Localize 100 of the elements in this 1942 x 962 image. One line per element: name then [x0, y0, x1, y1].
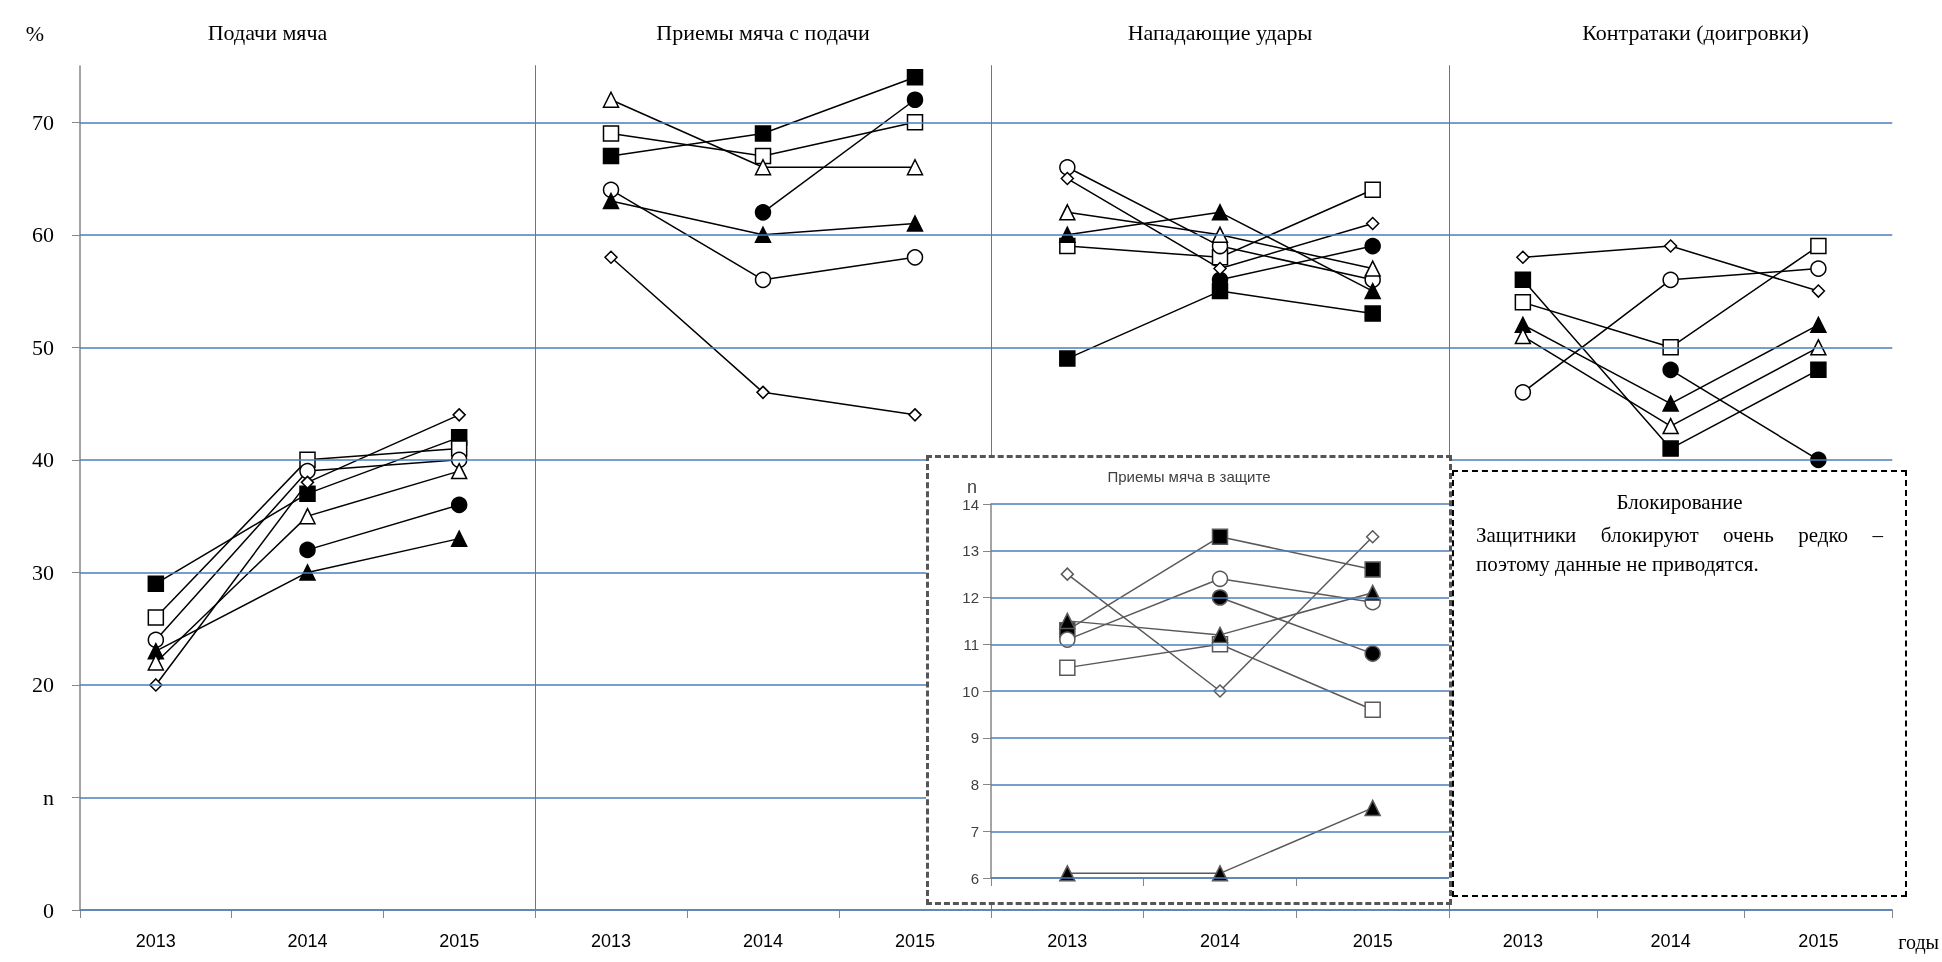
point [147, 654, 165, 671]
chart-title: Приемы мяча с подачи [656, 19, 870, 45]
point [1059, 659, 1076, 676]
point [1059, 631, 1076, 648]
point [1810, 339, 1827, 356]
point [906, 69, 924, 86]
y-tick-label: 7 [970, 822, 979, 840]
point [1810, 361, 1827, 379]
point [906, 249, 924, 266]
point [450, 462, 468, 480]
x-tick-label: 2013 [1502, 931, 1543, 951]
point [1211, 626, 1229, 644]
point [602, 181, 620, 199]
point [450, 530, 468, 547]
point [1514, 271, 1532, 289]
point [906, 215, 924, 232]
point [908, 408, 922, 422]
y-tick-label: n [43, 784, 54, 810]
point [299, 462, 316, 480]
point [1211, 528, 1229, 545]
point [1059, 226, 1076, 244]
point [1516, 250, 1530, 265]
point [604, 250, 618, 265]
point [754, 159, 772, 176]
chart-title: Приемы мяча в защите [1107, 468, 1271, 485]
y-tick-label: 8 [970, 776, 979, 793]
y-tick-label: 0 [43, 897, 54, 923]
point [1364, 260, 1381, 277]
x-tick-label: 2015 [894, 931, 936, 951]
point [452, 408, 466, 422]
point [1662, 440, 1679, 457]
point [1365, 216, 1380, 231]
point [1060, 567, 1075, 581]
point [1211, 204, 1229, 221]
x-tick-label: 2015 [1352, 931, 1393, 951]
x-tick-label: 2014 [742, 931, 784, 951]
y-tick-label: 12 [962, 589, 979, 606]
point [1662, 339, 1679, 356]
chart-title: Подачи мяча [207, 19, 328, 45]
y-tick-label: 10 [962, 682, 979, 700]
point [1364, 799, 1381, 817]
point [1364, 237, 1381, 255]
point [1211, 865, 1229, 882]
x-tick-label: 2014 [287, 931, 328, 951]
y-tick-label: 50 [32, 334, 54, 360]
point [1811, 284, 1826, 298]
point [1365, 529, 1380, 544]
x-tick-label: 2014 [1650, 931, 1691, 951]
y-tick-label: 11 [963, 635, 979, 653]
point [756, 385, 770, 400]
point [1364, 305, 1381, 322]
point [300, 475, 315, 490]
point [1059, 204, 1076, 221]
point [147, 631, 165, 649]
y-axis-title: % [25, 20, 44, 46]
point [1663, 239, 1678, 253]
point [1810, 260, 1827, 277]
point [602, 192, 620, 210]
y-tick-label: 70 [32, 109, 54, 135]
point [602, 125, 620, 142]
x-tick-label: 2015 [439, 931, 480, 951]
y-tick-label: 14 [962, 495, 979, 513]
point [1662, 417, 1679, 435]
y-tick-label: 40 [32, 447, 54, 473]
point [906, 91, 924, 109]
x-tick-label: 2013 [1047, 931, 1088, 951]
y-tick-label: 13 [962, 542, 979, 560]
point [450, 496, 468, 514]
point [299, 507, 316, 525]
x-tick-label: 2013 [590, 931, 632, 951]
point [299, 541, 316, 559]
point [299, 564, 316, 581]
point [1364, 701, 1381, 718]
point [147, 609, 165, 626]
point [754, 271, 772, 289]
point [1364, 181, 1381, 199]
point [602, 147, 620, 165]
x-tick-label: 2015 [1798, 931, 1839, 951]
point [754, 204, 772, 221]
point [754, 125, 772, 142]
x-axis-title: годы [1898, 931, 1940, 954]
point [147, 575, 165, 592]
point [1364, 282, 1381, 300]
y-tick-label: 6 [970, 869, 979, 887]
annotation: Защитники блокируют очень редко – поэтому данные не приводятся. [1476, 522, 1883, 579]
y-tick-label: 9 [970, 729, 979, 747]
point [1211, 570, 1229, 588]
point [1364, 645, 1381, 662]
point [1662, 361, 1679, 379]
y-tick-label: 30 [32, 559, 54, 585]
y-tick-label: 60 [32, 222, 54, 248]
point [1514, 294, 1532, 311]
x-tick-label: 2014 [1199, 931, 1241, 951]
point [1662, 271, 1679, 289]
point [1059, 350, 1076, 367]
point [1059, 159, 1076, 176]
point [906, 159, 924, 176]
point [1060, 171, 1075, 186]
point [1364, 561, 1381, 578]
y-tick-label: 20 [32, 672, 54, 698]
